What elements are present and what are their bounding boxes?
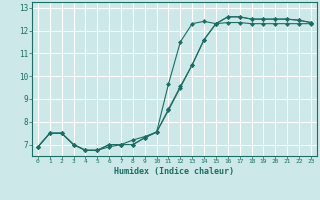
X-axis label: Humidex (Indice chaleur): Humidex (Indice chaleur)	[115, 167, 234, 176]
